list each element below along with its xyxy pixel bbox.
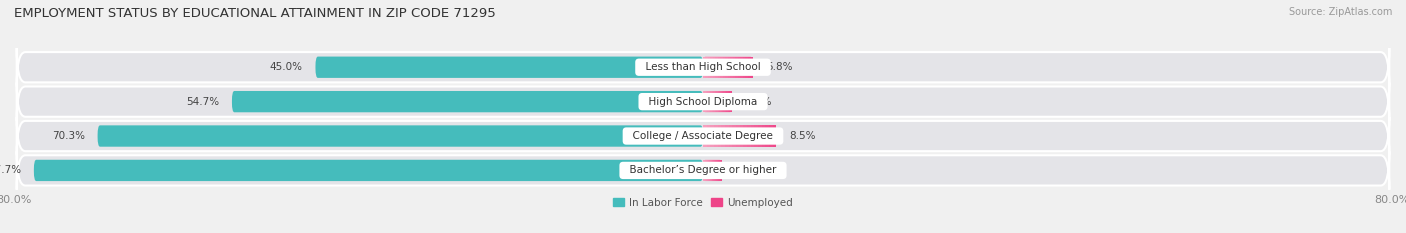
Text: 77.7%: 77.7% — [0, 165, 21, 175]
Bar — [762, 125, 765, 147]
Bar — [723, 57, 725, 78]
Bar — [703, 91, 704, 112]
FancyBboxPatch shape — [315, 57, 703, 78]
Bar — [733, 57, 735, 78]
Bar — [714, 91, 716, 112]
Bar — [716, 57, 718, 78]
Bar — [709, 91, 710, 112]
Bar — [728, 57, 731, 78]
Text: 54.7%: 54.7% — [186, 97, 219, 107]
Bar — [709, 57, 710, 78]
Bar — [725, 91, 727, 112]
Text: Source: ZipAtlas.com: Source: ZipAtlas.com — [1288, 7, 1392, 17]
Bar — [710, 57, 713, 78]
Bar — [703, 57, 706, 78]
FancyBboxPatch shape — [232, 91, 703, 112]
Bar — [724, 91, 725, 112]
Bar — [735, 125, 740, 147]
Bar — [703, 125, 707, 147]
FancyBboxPatch shape — [17, 151, 1389, 190]
Text: EMPLOYMENT STATUS BY EDUCATIONAL ATTAINMENT IN ZIP CODE 71295: EMPLOYMENT STATUS BY EDUCATIONAL ATTAINM… — [14, 7, 496, 20]
Text: 8.5%: 8.5% — [789, 131, 815, 141]
Bar — [772, 125, 776, 147]
FancyBboxPatch shape — [34, 160, 703, 181]
Bar — [758, 125, 762, 147]
Bar — [725, 125, 728, 147]
Bar — [744, 125, 747, 147]
Bar — [717, 91, 718, 112]
FancyBboxPatch shape — [17, 48, 1389, 86]
FancyBboxPatch shape — [703, 125, 776, 147]
Bar — [728, 125, 733, 147]
Bar — [720, 57, 723, 78]
Bar — [754, 125, 758, 147]
Bar — [718, 91, 720, 112]
Text: Bachelor’s Degree or higher: Bachelor’s Degree or higher — [623, 165, 783, 175]
Bar — [723, 91, 724, 112]
Bar — [713, 91, 714, 112]
FancyBboxPatch shape — [703, 160, 721, 181]
Text: High School Diploma: High School Diploma — [643, 97, 763, 107]
Text: 45.0%: 45.0% — [270, 62, 302, 72]
Bar — [721, 125, 725, 147]
Bar — [718, 57, 720, 78]
Text: 2.2%: 2.2% — [735, 165, 762, 175]
Bar — [738, 57, 741, 78]
Bar — [742, 57, 745, 78]
Text: 70.3%: 70.3% — [52, 131, 84, 141]
Bar — [747, 125, 751, 147]
FancyBboxPatch shape — [97, 125, 703, 147]
Text: 3.4%: 3.4% — [745, 97, 772, 107]
FancyBboxPatch shape — [703, 57, 754, 78]
Bar — [714, 125, 717, 147]
Bar — [730, 91, 731, 112]
Text: College / Associate Degree: College / Associate Degree — [626, 131, 780, 141]
Bar — [725, 57, 728, 78]
Bar — [741, 57, 742, 78]
Bar — [765, 125, 769, 147]
Bar — [717, 125, 721, 147]
Bar — [710, 125, 714, 147]
Bar — [735, 57, 738, 78]
Bar — [706, 57, 709, 78]
Bar — [720, 91, 723, 112]
Bar — [769, 125, 772, 147]
FancyBboxPatch shape — [17, 117, 1389, 155]
Bar — [731, 91, 733, 112]
Bar — [728, 91, 730, 112]
Bar — [707, 91, 709, 112]
Bar — [748, 57, 751, 78]
Bar — [727, 91, 728, 112]
Bar — [704, 91, 706, 112]
Bar — [733, 125, 735, 147]
Bar — [710, 91, 711, 112]
FancyBboxPatch shape — [17, 82, 1389, 121]
Bar — [751, 57, 754, 78]
FancyBboxPatch shape — [703, 91, 733, 112]
Bar — [711, 91, 713, 112]
Bar — [706, 91, 707, 112]
Text: Less than High School: Less than High School — [638, 62, 768, 72]
Bar — [707, 125, 710, 147]
Bar — [731, 57, 733, 78]
Bar — [716, 91, 717, 112]
Bar — [713, 57, 716, 78]
Legend: In Labor Force, Unemployed: In Labor Force, Unemployed — [609, 194, 797, 212]
Bar — [745, 57, 748, 78]
Bar — [740, 125, 744, 147]
Text: 5.8%: 5.8% — [766, 62, 793, 72]
Bar — [751, 125, 754, 147]
